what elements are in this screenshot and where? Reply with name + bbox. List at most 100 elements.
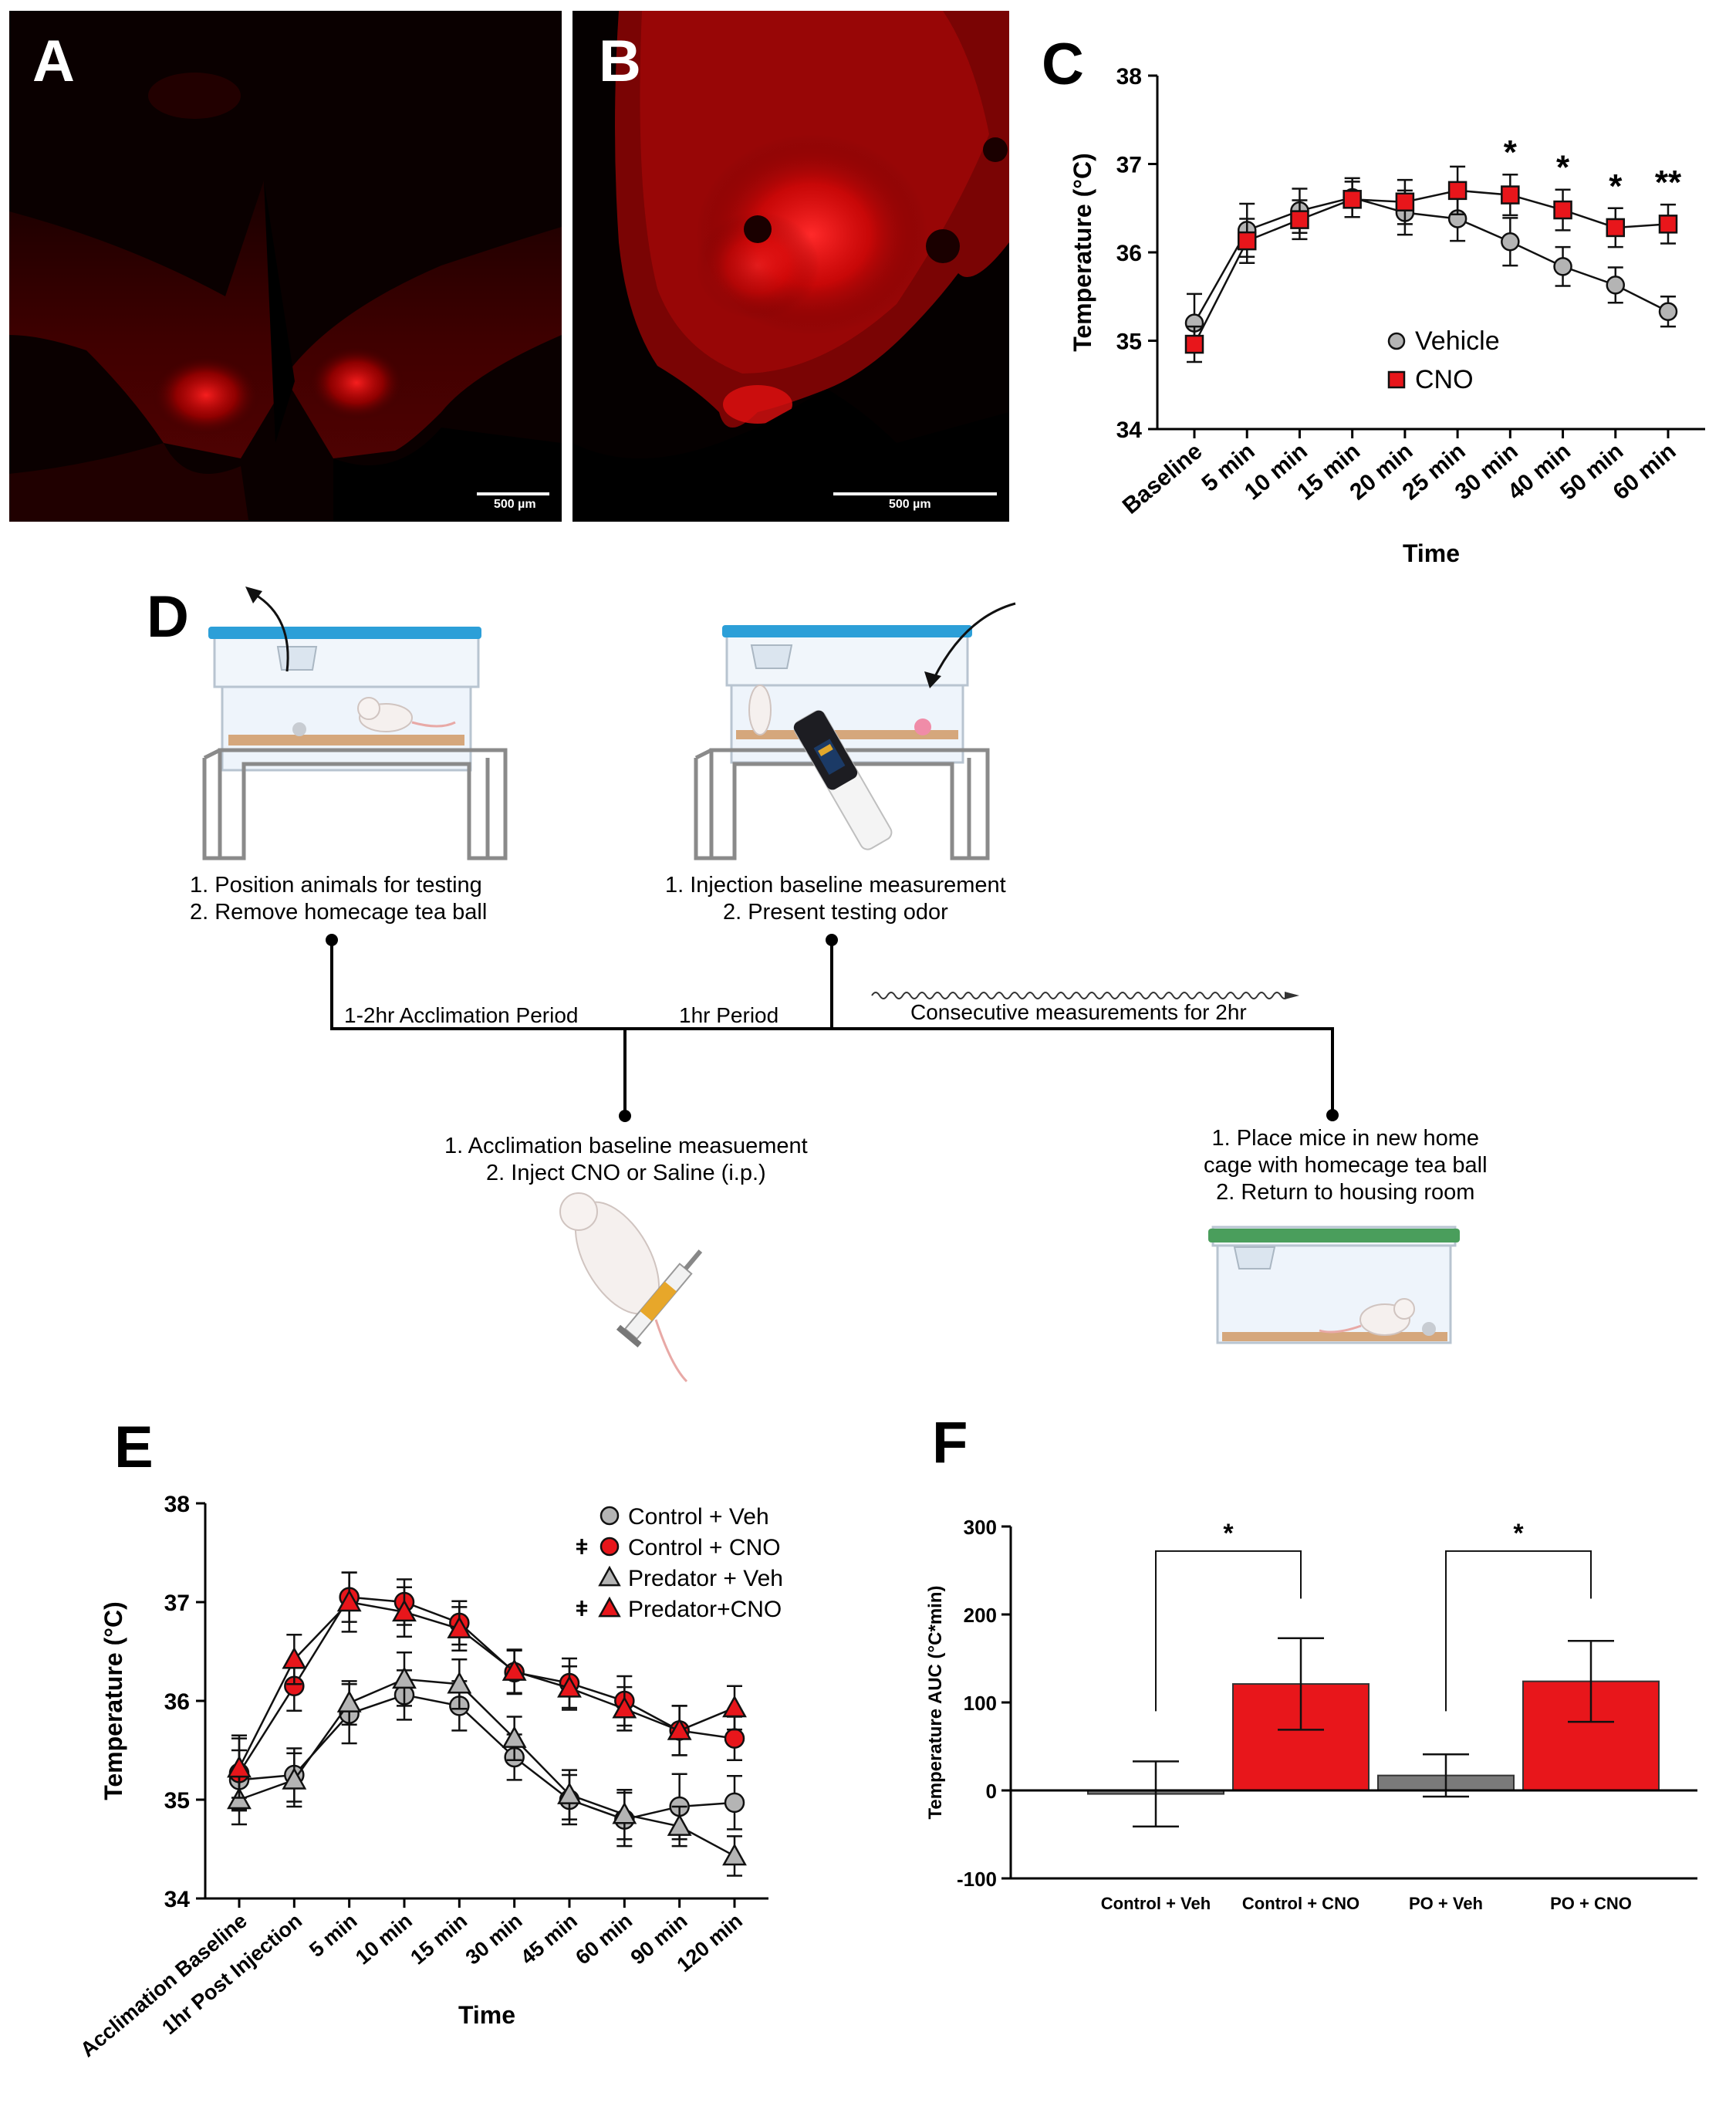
data-point	[667, 1814, 692, 1836]
series-line	[238, 1601, 735, 1769]
data-point	[282, 1646, 307, 1669]
scale-bar-label: 500 µm	[494, 498, 536, 511]
data-point	[392, 1666, 417, 1689]
data-point	[1343, 190, 1362, 209]
data-point	[612, 1695, 637, 1719]
step-4-line-2: cage with homecage tea ball	[1204, 1153, 1488, 1178]
data-point	[1501, 185, 1520, 205]
series-line	[238, 1678, 735, 1858]
micrograph-b: 500 µm	[572, 11, 1009, 522]
data-point	[282, 1767, 307, 1790]
y-tick-label: 34	[1116, 418, 1143, 443]
data-point	[724, 1728, 745, 1749]
step-1-text: 1. Position animals for testing 2. Remov…	[190, 872, 487, 926]
series-1	[1184, 165, 1678, 363]
significance-bracket	[1445, 1550, 1592, 1712]
step-2-line-2: 2. Present testing odor	[722, 900, 948, 925]
legend-label: Vehicle	[1415, 326, 1500, 356]
data-point	[502, 1658, 527, 1681]
legend-label: CNO	[1415, 365, 1474, 394]
period-consecutive-label: Consecutive measurements for 2hr	[910, 1000, 1247, 1024]
new-home-cage	[1208, 1226, 1460, 1344]
x-tick-label: Baseline	[1118, 438, 1207, 519]
data-point	[502, 1726, 527, 1748]
y-tick-label: 38	[1116, 64, 1142, 90]
y-axis-label: Temperature (°C)	[100, 1601, 127, 1800]
step-4-line-1: 1. Place mice in new home	[1211, 1126, 1480, 1151]
y-tick-label: 37	[164, 1591, 190, 1616]
series-line	[238, 1596, 735, 1774]
x-axis-label: Time	[1403, 539, 1460, 567]
wavy-arrow	[871, 992, 1299, 999]
x-tick-label: PO + CNO	[1550, 1894, 1632, 1913]
data-point	[1237, 231, 1257, 251]
mouse-injection	[559, 1192, 703, 1383]
series-line	[1193, 189, 1669, 345]
legend-marker	[598, 1596, 621, 1618]
scale-bar-label: 500 µm	[889, 498, 931, 511]
chart-f: -100 0 100 200 300 Temperature AUC (°C*min) Co…	[925, 1516, 1697, 1913]
timeline	[330, 940, 1334, 1116]
significance-marker: **	[1655, 164, 1682, 201]
legend-label: Predator+CNO	[628, 1597, 782, 1622]
legend-marker	[599, 1506, 620, 1526]
cage-on-stand-1	[202, 587, 508, 860]
y-tick-label: 35	[164, 1788, 190, 1814]
x-tick-label: Control + Veh	[1101, 1894, 1211, 1913]
data-point	[557, 1675, 582, 1698]
y-axis-label: Temperature AUC (°C*min)	[925, 1586, 946, 1820]
panel-letter-d: D	[147, 584, 189, 650]
y-tick-label: 37	[1116, 153, 1142, 178]
cage-on-stand-2	[694, 602, 1016, 860]
legend-prefix: ǂ	[576, 1597, 588, 1621]
significance-marker: *	[1513, 1519, 1524, 1548]
y-axis-label: Temperature (°C)	[1069, 153, 1096, 352]
significance-bracket	[1155, 1550, 1302, 1712]
x-tick-label: 30 min	[461, 1909, 527, 1969]
legend-label: Control + Veh	[628, 1504, 769, 1530]
micrograph-a-image	[9, 11, 562, 522]
legend-marker	[599, 1537, 620, 1557]
data-point	[722, 1843, 747, 1866]
y-tick-label: 36	[164, 1689, 190, 1715]
data-point	[1553, 200, 1572, 220]
series-3	[227, 1571, 747, 1799]
data-point	[1447, 181, 1467, 201]
step-3-text: 1. Acclimation baseline measuement 2. In…	[444, 1133, 808, 1187]
x-tick-label: 10 min	[351, 1909, 417, 1969]
series-line	[238, 1694, 735, 1821]
data-point	[227, 1755, 252, 1778]
panel-letter-b: B	[599, 29, 641, 94]
y-tick-label: 35	[1116, 330, 1142, 355]
y-tick-label: 300	[964, 1516, 997, 1539]
data-point	[667, 1718, 692, 1740]
series-0	[228, 1669, 745, 1848]
data-point	[1184, 334, 1204, 354]
panel-letter-c: C	[1042, 32, 1084, 97]
y-tick-label: 38	[164, 1492, 190, 1517]
step-3-line-1: 1. Acclimation baseline measuement	[444, 1134, 808, 1158]
panel-letter-e: E	[114, 1415, 154, 1480]
data-point	[1606, 276, 1626, 295]
step-4-text: 1. Place mice in new home cage with home…	[1204, 1125, 1488, 1206]
data-point	[1606, 218, 1626, 238]
x-tick-label: PO + Veh	[1409, 1894, 1483, 1913]
step-4-line-3: 2. Return to housing room	[1216, 1180, 1475, 1205]
y-tick-label: -100	[957, 1868, 997, 1891]
y-tick-label: 34	[164, 1887, 191, 1912]
legend-label: Control + CNO	[628, 1535, 781, 1560]
protocol-diagram	[202, 587, 1460, 1383]
micrograph-a: 500 µm	[9, 11, 562, 522]
significance-marker: *	[1609, 167, 1623, 205]
y-tick-label: 200	[964, 1604, 997, 1627]
series-line	[1193, 196, 1669, 324]
data-point	[1553, 257, 1572, 276]
x-tick-label: 60 min	[571, 1909, 637, 1969]
scale-bar	[477, 492, 549, 495]
step-2-line-1: 1. Injection baseline measurement	[665, 873, 1006, 898]
data-point	[724, 1792, 745, 1814]
y-tick-label: 36	[1116, 241, 1142, 266]
y-tick-label: 100	[964, 1692, 997, 1715]
